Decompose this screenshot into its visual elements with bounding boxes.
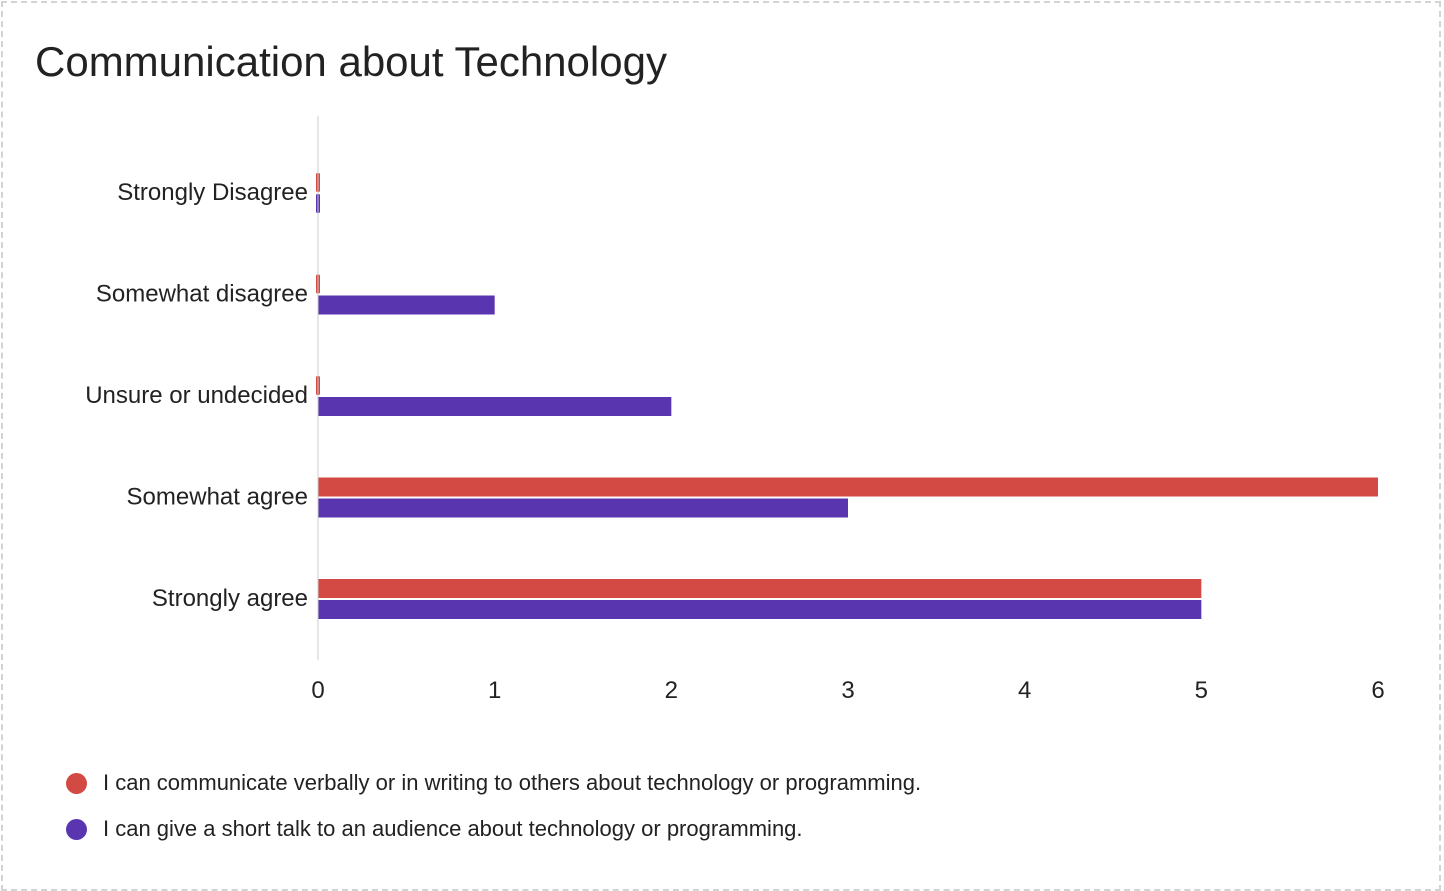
category-labels: Strongly Disagree Somewhat disagree Unsure…	[85, 179, 308, 612]
bar-series-2-strongly-agree[interactable]	[318, 600, 1202, 619]
legend-label-series-2: I can give a short talk to an audience a…	[103, 816, 803, 841]
x-tick-label: 6	[1371, 677, 1384, 704]
legend-label-series-1: I can communicate verbally or in writing…	[103, 770, 922, 795]
x-tick-label: 0	[311, 677, 324, 704]
bar-series-2-somewhat-agree[interactable]	[318, 498, 848, 518]
legend: I can communicate verbally or in writing…	[66, 760, 921, 852]
bar-series-2-unsure-or-undecided[interactable]	[318, 397, 672, 416]
category-label: Somewhat agree	[127, 484, 308, 511]
x-tick-label: 1	[488, 677, 501, 704]
x-tick-label: 4	[1018, 677, 1031, 704]
chart-title: Communication about Technology	[35, 38, 667, 85]
bars-layer	[316, 173, 1378, 619]
bar-chart: Strongly Disagree Somewhat disagree Unsure…	[85, 116, 1385, 704]
legend-item-series-1[interactable]: I can communicate verbally or in writing…	[66, 760, 921, 806]
bar-series-1-somewhat-agree[interactable]	[318, 477, 1378, 497]
legend-swatch-series-1	[66, 772, 87, 794]
category-label: Unsure or undecided	[85, 382, 308, 409]
category-label: Somewhat disagree	[96, 281, 308, 308]
legend-item-series-2[interactable]: I can give a short talk to an audience a…	[66, 806, 921, 852]
category-label: Strongly Disagree	[117, 179, 308, 206]
x-tick-label: 2	[665, 677, 678, 704]
bar-series-1-strongly-agree[interactable]	[318, 579, 1202, 598]
bar-series-2-somewhat-disagree[interactable]	[318, 295, 495, 315]
x-axis-ticks: 0 1 2 3 4 5 6	[311, 677, 1384, 704]
x-tick-label: 5	[1195, 677, 1208, 704]
category-label: Strongly agree	[152, 585, 308, 612]
x-tick-label: 3	[841, 677, 854, 704]
legend-swatch-series-2	[66, 818, 87, 840]
